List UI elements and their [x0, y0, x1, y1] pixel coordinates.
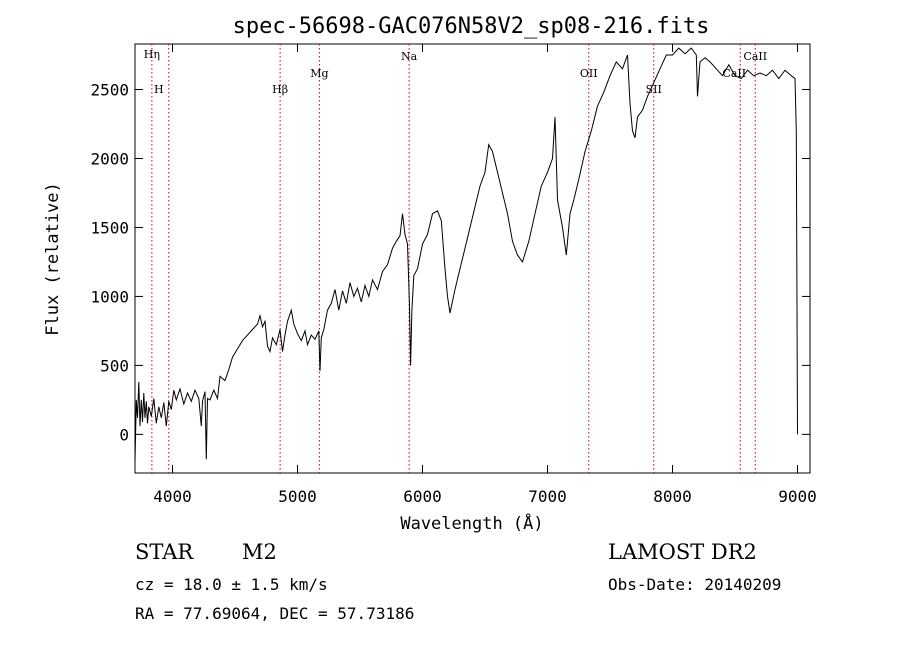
x-tick-label-3: 7000 [528, 487, 567, 506]
y-axis-label: Flux (relative) [43, 182, 63, 336]
y-tick-label-0: 0 [119, 425, 129, 444]
chart-title: spec-56698-GAC076N58V2_sp08-216.fits [233, 14, 710, 39]
y-tick-label-3: 1500 [90, 218, 129, 237]
x-tick-label-2: 6000 [403, 487, 442, 506]
line-label-5: OII [580, 67, 598, 80]
coordinates-readout: RA = 77.69064, DEC = 57.73186 [135, 604, 415, 623]
observation-date: Obs-Date: 20140209 [608, 575, 782, 594]
survey-name: LAMOST DR2 [608, 540, 757, 564]
line-label-1: H [154, 83, 164, 96]
x-axis-label: Wavelength (Å) [400, 512, 543, 534]
plot-frame [134, 43, 811, 474]
redshift-readout: cz = 18.0 ± 1.5 km/s [135, 575, 328, 594]
line-label-2: Hβ [272, 83, 288, 96]
object-class: STAR [135, 540, 194, 564]
y-tick-label-1: 500 [100, 356, 129, 375]
x-tick-label-1: 5000 [278, 487, 317, 506]
y-tick-label-2: 1000 [90, 287, 129, 306]
x-tick-label-4: 8000 [653, 487, 692, 506]
object-subclass: M2 [242, 540, 277, 564]
x-tick-label-0: 4000 [153, 487, 192, 506]
y-tick-label-5: 2500 [90, 81, 129, 100]
spectrum-line [134, 47, 798, 463]
y-tick-label-4: 2000 [90, 149, 129, 168]
line-label-3: Mg [310, 67, 328, 80]
x-tick-label-5: 9000 [778, 487, 817, 506]
line-label-0: Hη [144, 48, 160, 61]
axis-ticks: 4000 5000 6000 7000 8000 9000 0 500 1000 1500 2000… [90, 44, 817, 506]
line-label-8: CaII [743, 50, 767, 63]
line-label-4: Na [401, 50, 418, 63]
